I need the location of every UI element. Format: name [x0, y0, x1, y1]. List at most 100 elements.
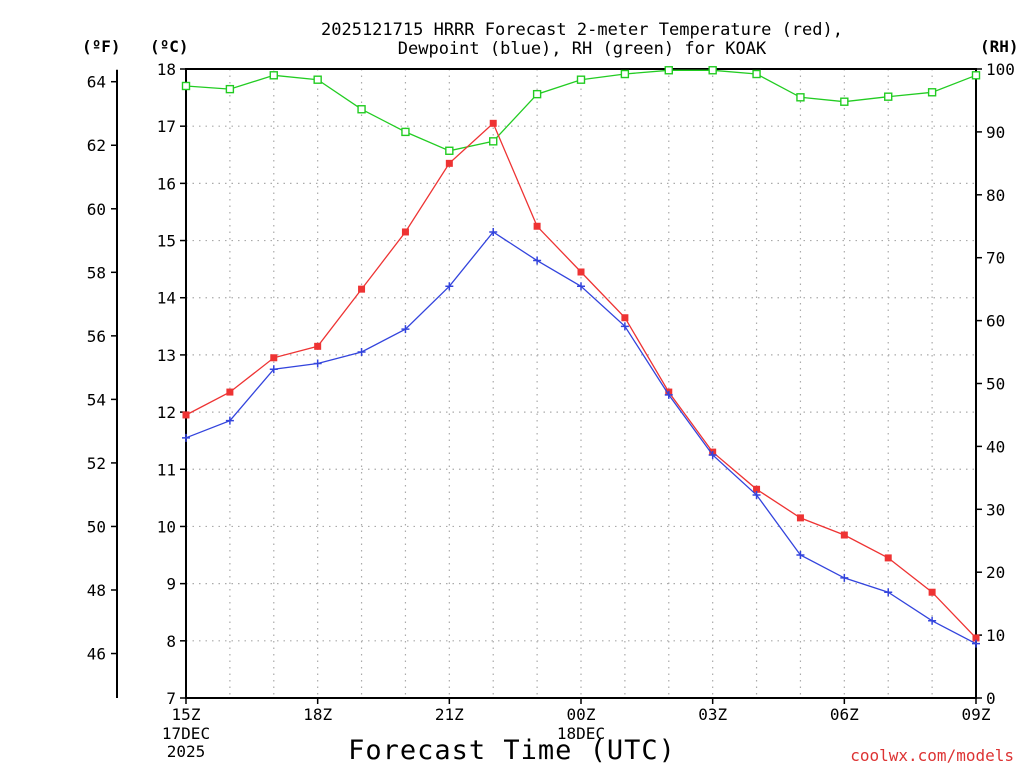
fahrenheit-tick-label: 60	[87, 200, 106, 219]
rh-point	[401, 127, 410, 137]
celsius-tick-label: 11	[157, 460, 176, 479]
temperature-point	[489, 119, 497, 127]
time-tick-label: 06Z	[830, 705, 859, 724]
temperature-point	[226, 388, 234, 396]
rh-point	[269, 71, 278, 80]
dewpoint-point	[972, 639, 980, 648]
dewpoint-point	[445, 282, 454, 291]
celsius-tick-label: 15	[157, 232, 176, 251]
time-tick-date: 18DEC	[557, 724, 605, 743]
rh-tick-label: 0	[986, 689, 996, 708]
rh-point	[357, 105, 366, 114]
celsius-tick-label: 9	[166, 575, 176, 594]
rh-tick-label: 10	[986, 626, 1005, 645]
rh-point	[796, 93, 805, 102]
fahrenheit-tick-label: 48	[87, 581, 106, 600]
fahrenheit-tick-label: 62	[87, 136, 106, 155]
fahrenheit-tick-label: 56	[87, 327, 106, 346]
fahrenheit-tick-label: 54	[87, 390, 106, 409]
dewpoint-point	[928, 616, 937, 625]
rh-point	[532, 89, 542, 99]
fahrenheit-tick-label: 64	[87, 73, 106, 92]
rh-tick-label: 30	[986, 500, 1005, 519]
rh-point	[927, 88, 937, 97]
dewpoint-point	[884, 588, 893, 597]
dewpoint-point	[401, 325, 410, 334]
fahrenheit-axis-ticks: 46 48 50 52 54 56 58 60 62 64	[87, 73, 117, 664]
dewpoint-point	[182, 433, 190, 442]
celsius-tick-label: 8	[166, 632, 176, 651]
rh-tick-label: 80	[986, 186, 1005, 205]
temperature-point	[972, 634, 980, 642]
rh-point	[225, 84, 235, 94]
time-tick-label: 21Z	[435, 705, 464, 724]
temperature-point	[753, 485, 761, 493]
rh-point	[884, 92, 893, 101]
time-tick-label: 03Z	[698, 705, 727, 724]
dewpoint-point	[664, 390, 673, 399]
rh-tick-label: 20	[986, 563, 1005, 582]
dewpoint-point	[840, 573, 849, 582]
rh-tick-label: 90	[986, 123, 1005, 142]
fahrenheit-tick-label: 46	[87, 645, 106, 664]
celsius-tick-label: 10	[157, 517, 176, 536]
rh-point	[620, 69, 630, 79]
time-tick-year: 2025	[167, 742, 206, 761]
dewpoint-point	[620, 322, 629, 331]
fahrenheit-tick-label: 50	[87, 517, 106, 536]
dewpoint-point	[752, 491, 761, 500]
temperature-point	[314, 342, 322, 350]
dewpoint-point	[533, 256, 542, 265]
celsius-axis-ticks: 7 8 9 10 11 12 13 14 15 16 17 18	[157, 60, 186, 708]
celsius-tick-label: 7	[166, 689, 176, 708]
fahrenheit-unit-label: (ºF)	[82, 37, 121, 56]
rh-point	[840, 97, 849, 106]
rh-point	[313, 75, 322, 84]
temperature-point	[401, 228, 409, 236]
temperature-point	[182, 411, 190, 419]
temperature-point	[884, 554, 892, 562]
rh-point	[489, 137, 498, 146]
celsius-tick-label: 14	[157, 289, 176, 308]
time-tick-label: 15Z	[172, 705, 201, 724]
fahrenheit-tick-label: 52	[87, 454, 106, 473]
celsius-tick-label: 16	[157, 174, 176, 193]
rh-tick-label: 50	[986, 375, 1005, 394]
rh-point	[752, 69, 761, 79]
rh-point	[445, 146, 454, 155]
time-tick-date: 17DEC	[162, 724, 210, 743]
temperature-point	[577, 268, 585, 276]
temperature-point	[621, 314, 629, 322]
dewpoint-point	[708, 450, 717, 459]
series-layer	[181, 66, 981, 648]
x-axis-label: Forecast Time (UTC)	[348, 735, 676, 766]
time-tick-label: 00Z	[567, 705, 596, 724]
chart-title-line1: 2025121715 HRRR Forecast 2-meter Tempera…	[321, 20, 843, 40]
rh-point	[971, 71, 981, 80]
credit-link[interactable]: coolwx.com/models	[850, 746, 1014, 765]
rh-axis-ticks: 0 10 20 30 40 50 60 70 80 90 100	[976, 60, 1015, 708]
dewpoint-point	[313, 359, 322, 368]
temperature-point	[796, 514, 804, 522]
temperature-point	[270, 354, 278, 362]
fahrenheit-tick-label: 58	[87, 263, 106, 282]
rh-point	[664, 66, 673, 75]
dewpoint-point	[357, 348, 366, 357]
celsius-tick-label: 13	[157, 346, 176, 365]
temperature-point	[445, 159, 453, 167]
temperature-point	[358, 285, 366, 293]
rh-tick-label: 70	[986, 249, 1005, 268]
dewpoint-point	[225, 416, 234, 425]
celsius-tick-label: 17	[157, 117, 176, 136]
dewpoint-point	[269, 365, 278, 374]
temperature-point	[533, 222, 541, 230]
rh-point	[576, 75, 586, 84]
celsius-unit-label: (ºC)	[150, 37, 189, 56]
celsius-tick-label: 12	[157, 403, 176, 422]
time-tick-label: 09Z	[962, 705, 991, 724]
temperature-point	[840, 531, 848, 539]
rh-unit-label: (RH)	[980, 37, 1019, 56]
